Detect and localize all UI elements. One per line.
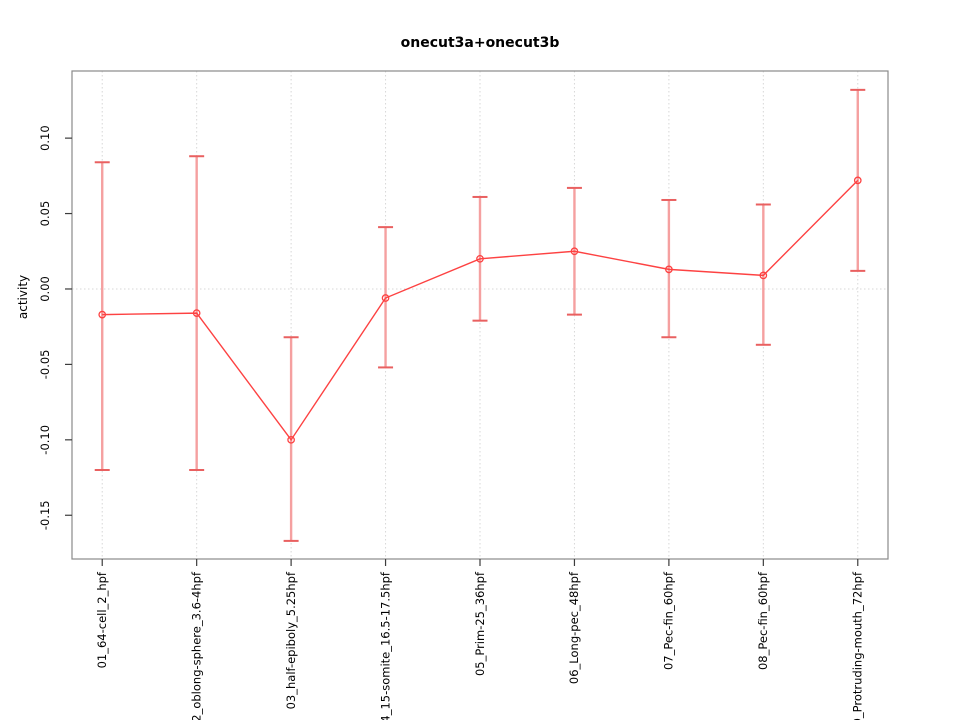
x-tick-label: 01_64-cell_2_hpf bbox=[95, 571, 109, 668]
x-tick-label: 05_Prim-25_36hpf bbox=[473, 571, 487, 676]
data-point bbox=[476, 254, 484, 263]
x-tick-label: 07_Pec-fin_60hpf bbox=[662, 571, 676, 670]
x-tick-label: 08_Pec-fin_60hpf bbox=[756, 571, 770, 670]
x-tick-label: 09_Protruding-mouth_72hpf bbox=[851, 571, 865, 720]
y-tick-label: 0.00 bbox=[38, 276, 52, 302]
data-point bbox=[665, 265, 673, 274]
data-point bbox=[192, 309, 201, 317]
x-tick-label: 06_Long-pec_48hpf bbox=[567, 571, 581, 684]
y-tick-label: -0.10 bbox=[38, 425, 52, 455]
data-line bbox=[102, 179, 859, 442]
data-point bbox=[759, 271, 768, 280]
data-point bbox=[570, 247, 579, 256]
chart-title: onecut3a+onecut3b bbox=[401, 35, 560, 51]
data-point bbox=[381, 294, 390, 302]
y-axis-label: activity bbox=[16, 275, 30, 319]
data-point bbox=[98, 310, 107, 319]
y-tick-label: -0.15 bbox=[38, 500, 52, 530]
x-tick-label: 04_15-somite_16.5-17.5hpf bbox=[378, 571, 392, 720]
y-tick-label: -0.05 bbox=[38, 350, 52, 380]
x-tick-label: 02_oblong-sphere_3.6-4hpf bbox=[189, 571, 203, 720]
x-tick-label: 03_half-epiboly_5.25hpf bbox=[284, 571, 298, 709]
y-tick-label: 0.05 bbox=[38, 201, 52, 227]
y-tick-label: 0.10 bbox=[38, 125, 52, 151]
data-point bbox=[287, 435, 295, 444]
data-point bbox=[853, 176, 862, 185]
